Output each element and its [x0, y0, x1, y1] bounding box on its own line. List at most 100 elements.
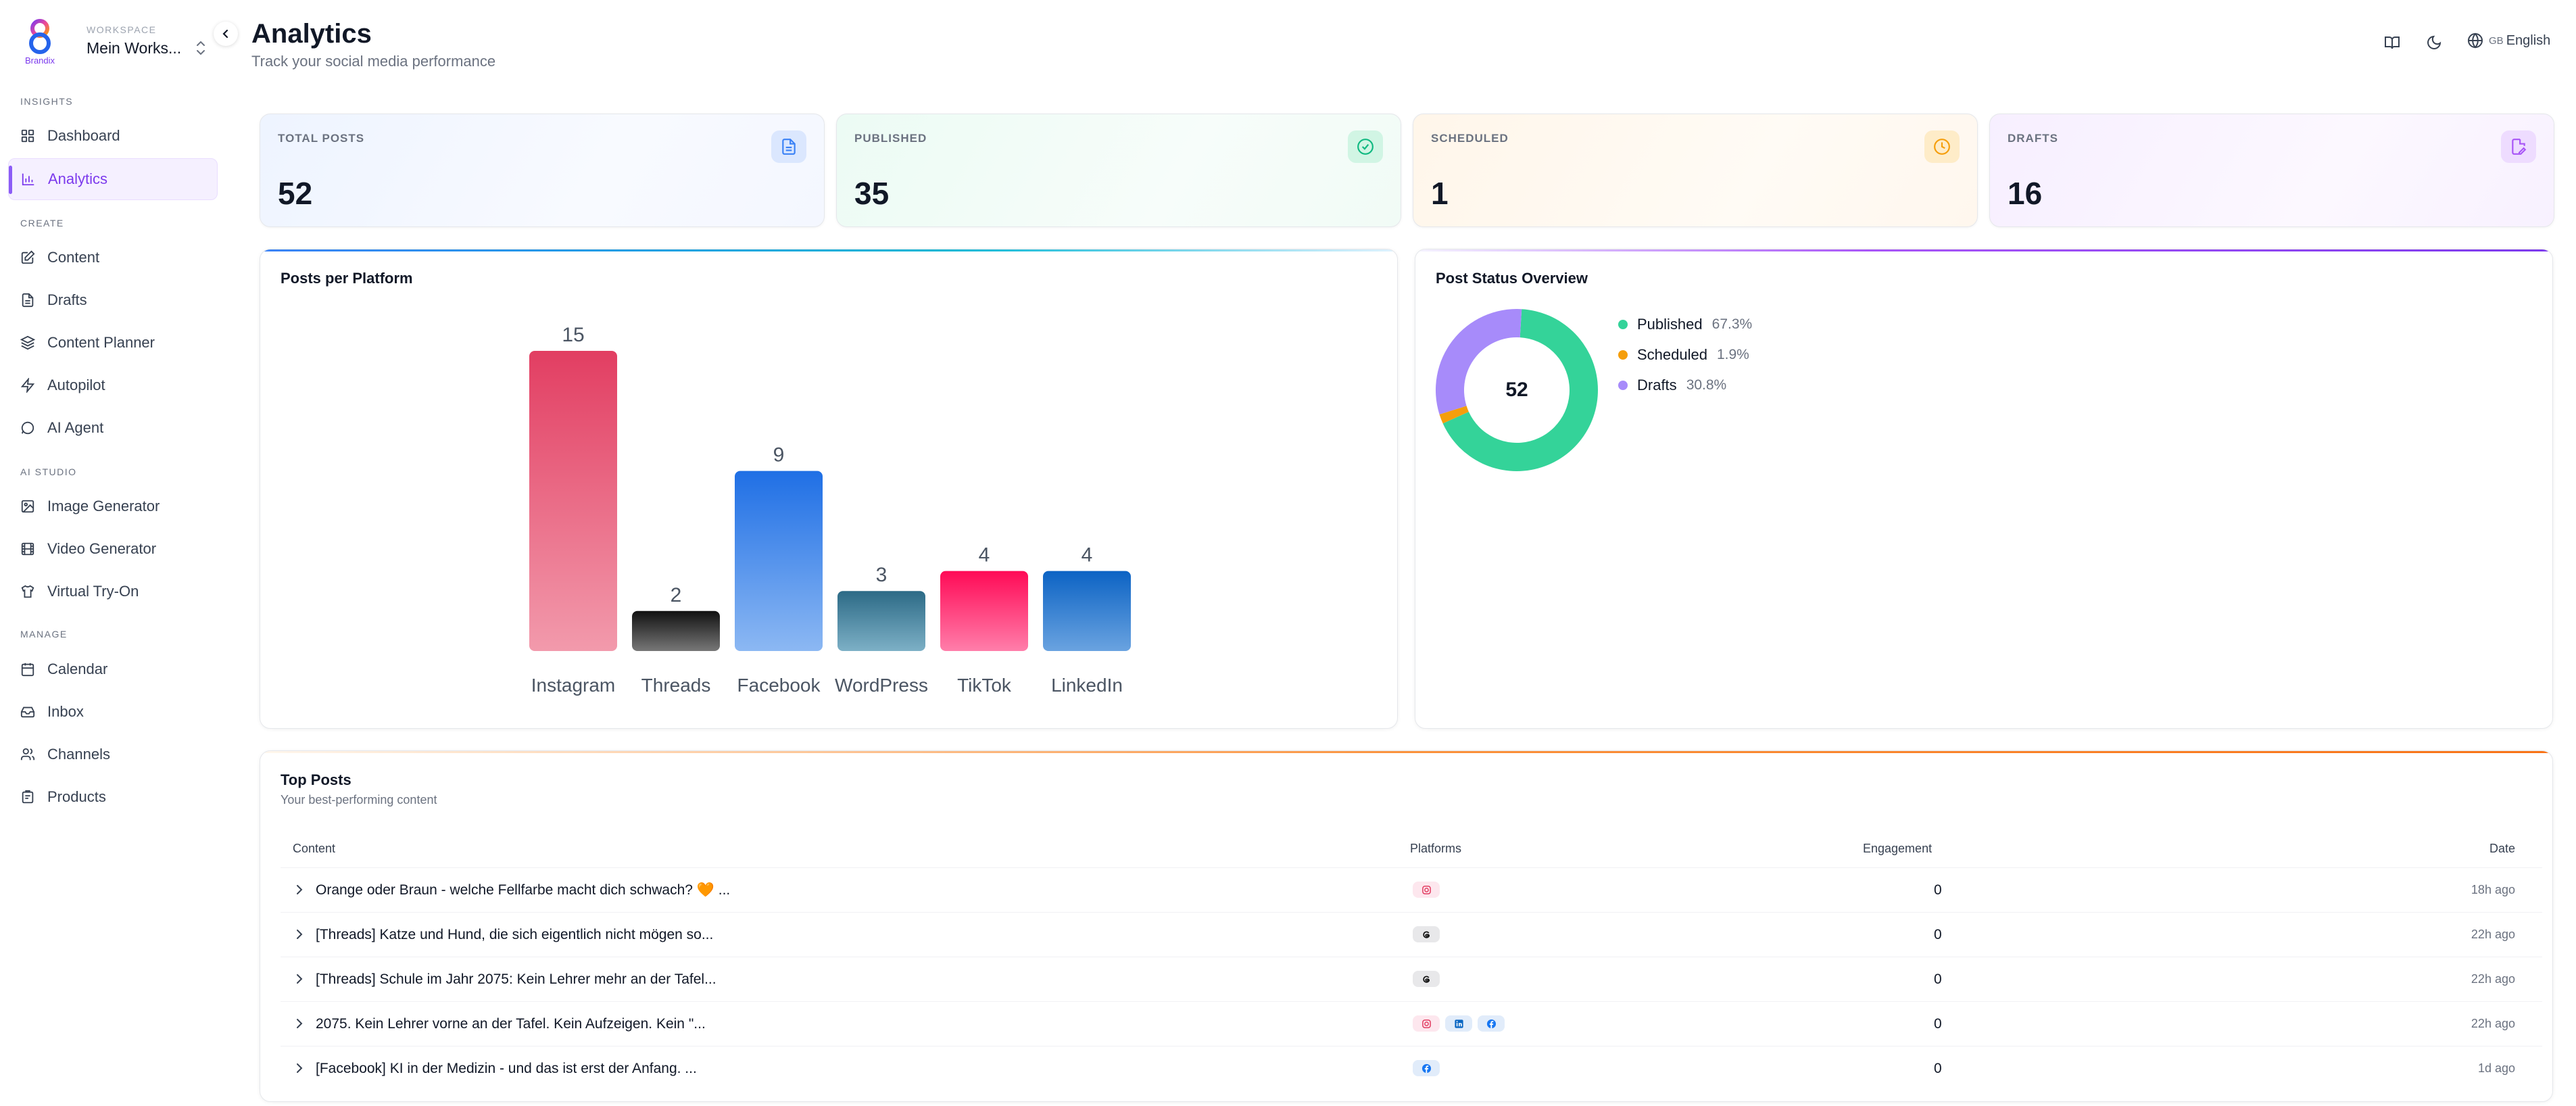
sidebar-item-channels[interactable]: Channels	[8, 734, 218, 775]
stat-card-scheduled: SCHEDULED 1	[1413, 114, 1978, 227]
facebook-icon	[1421, 1063, 1431, 1073]
bar-tiktok[interactable]	[940, 571, 1028, 651]
donut-slice-published[interactable]	[1442, 309, 1598, 471]
donut-slice-drafts[interactable]	[1436, 309, 1522, 414]
stat-value: 35	[854, 176, 890, 211]
sidebar-item-ai-agent[interactable]: AI Agent	[8, 407, 218, 449]
bar-threads[interactable]	[632, 610, 720, 651]
table-header: Content Platforms Engagement Date	[281, 836, 2542, 863]
sidebar-item-inbox[interactable]: Inbox	[8, 691, 218, 733]
table-row[interactable]: 2075. Kein Lehrer vorne an der Tafel. Ke…	[281, 1001, 2542, 1046]
table-row[interactable]: [Threads] Katze und Hund, die sich eigen…	[281, 912, 2542, 957]
legend-swatch	[1618, 319, 1628, 329]
docs-button[interactable]	[2382, 32, 2402, 53]
bar-value-label: 4	[979, 544, 990, 567]
workspace-switcher[interactable]: Brandix WORKSPACE Mein Works...	[19, 18, 215, 66]
bar-instagram[interactable]	[529, 351, 617, 651]
panel-accent-line	[1415, 249, 2552, 251]
sidebar-item-label: Products	[47, 788, 106, 805]
sidebar-item-label: Content	[47, 249, 100, 266]
stat-card-total-posts: TOTAL POSTS 52	[260, 114, 825, 227]
calendar-icon	[21, 663, 34, 677]
package-icon	[22, 790, 34, 804]
legend-swatch	[1618, 380, 1628, 390]
panel-title: Top Posts	[281, 771, 351, 788]
sidebar-item-analytics[interactable]: Analytics	[8, 158, 218, 200]
sidebar-item-label: Channels	[47, 746, 110, 763]
sidebar-item-image-generator[interactable]: Image Generator	[8, 485, 218, 527]
language-selector[interactable]: GB English	[2467, 32, 2550, 49]
collapse-sidebar-button[interactable]	[214, 22, 238, 46]
bar-value-label: 4	[1082, 544, 1093, 567]
column-header-platforms: Platforms	[1410, 842, 1462, 855]
stat-label: TOTAL POSTS	[278, 132, 365, 145]
post-content: [Threads] Katze und Hund, die sich eigen…	[316, 927, 714, 942]
sidebar-item-label: Virtual Try-On	[47, 583, 139, 600]
post-engagement: 0	[1934, 927, 1942, 942]
platform-badge-instagram	[1413, 882, 1440, 898]
sidebar-item-label: Analytics	[48, 170, 108, 187]
chevron-right-icon[interactable]	[293, 928, 306, 941]
platform-badge-linkedin	[1445, 1015, 1472, 1032]
sidebar-item-label: Image Generator	[47, 498, 160, 514]
bar-facebook[interactable]	[735, 471, 823, 651]
panel-title: Post Status Overview	[1436, 270, 1588, 287]
file-icon	[22, 293, 34, 308]
table-row[interactable]: [Facebook] KI in der Medizin - und das i…	[281, 1046, 2542, 1090]
column-header-date: Date	[2489, 842, 2515, 855]
category-label: Threads	[641, 675, 711, 696]
page-subtitle: Track your social media performance	[251, 53, 496, 70]
sidebar-item-virtual-try-on[interactable]: Virtual Try-On	[8, 571, 218, 612]
table-row[interactable]: [Threads] Schule im Jahr 2075: Kein Lehr…	[281, 957, 2542, 1001]
edit-icon	[21, 250, 35, 264]
legend-item-drafts: Drafts 30.8%	[1618, 370, 1752, 400]
donut-slice-scheduled[interactable]	[1439, 406, 1469, 424]
sidebar-item-content-planner[interactable]: Content Planner	[8, 322, 218, 364]
post-date: 22h ago	[2471, 1017, 2515, 1030]
chevron-right-icon[interactable]	[293, 972, 306, 986]
sidebar-item-content[interactable]: Content	[8, 237, 218, 279]
panel-title: Posts per Platform	[281, 270, 413, 287]
sidebar: Brandix WORKSPACE Mein Works... INSIGHTS…	[0, 0, 238, 1106]
language-code: GB	[2489, 34, 2504, 47]
post-content: Orange oder Braun - welche Fellfarbe mac…	[316, 882, 731, 898]
nav-section-manage: MANAGE	[20, 629, 68, 640]
chevron-right-icon[interactable]	[293, 1061, 306, 1075]
donut-legend: Published 67.3% Scheduled 1.9% Drafts 30…	[1618, 309, 1752, 400]
sidebar-item-dashboard[interactable]: Dashboard	[8, 115, 218, 157]
sidebar-item-video-generator[interactable]: Video Generator	[8, 528, 218, 570]
legend-label: Scheduled	[1637, 345, 1707, 363]
sidebar-item-autopilot[interactable]: Autopilot	[8, 364, 218, 406]
stat-value: 16	[2008, 176, 2043, 211]
chevron-right-icon[interactable]	[293, 883, 306, 896]
chevron-left-icon	[222, 29, 228, 39]
post-content: 2075. Kein Lehrer vorne an der Tafel. Ke…	[316, 1016, 706, 1032]
stat-label: PUBLISHED	[854, 132, 927, 145]
theme-toggle-button[interactable]	[2424, 32, 2444, 53]
sidebar-item-label: Inbox	[47, 703, 84, 720]
sidebar-item-label: Video Generator	[47, 540, 157, 557]
table-row[interactable]: Orange oder Braun - welche Fellfarbe mac…	[281, 867, 2542, 912]
sidebar-item-label: Dashboard	[47, 127, 120, 144]
bar-value-label: 9	[773, 444, 785, 466]
category-label: Facebook	[737, 675, 821, 696]
post-date: 22h ago	[2471, 928, 2515, 941]
shirt-icon	[21, 585, 34, 598]
bar-chart: 15 Instagram 2 Threads 9 Facebook 3 WordPress 4 T…	[529, 324, 1131, 696]
legend-swatch	[1618, 350, 1628, 360]
sidebar-item-calendar[interactable]: Calendar	[8, 648, 218, 690]
bar-wordpress[interactable]	[837, 591, 925, 651]
category-label: LinkedIn	[1051, 675, 1123, 696]
sidebar-item-drafts[interactable]: Drafts	[8, 279, 218, 321]
legend-percent: 30.8%	[1686, 377, 1727, 393]
instagram-icon	[1421, 1019, 1431, 1028]
bar-value-label: 3	[876, 564, 888, 586]
stat-label: SCHEDULED	[1431, 132, 1509, 145]
bar-linkedin[interactable]	[1043, 571, 1131, 651]
workspace-label: WORKSPACE	[87, 24, 157, 35]
sidebar-item-label: AI Agent	[47, 419, 104, 436]
sidebar-item-products[interactable]: Products	[8, 776, 218, 818]
chevron-right-icon[interactable]	[293, 1017, 306, 1030]
globe-icon	[2468, 32, 2483, 49]
inbox-icon	[20, 706, 35, 718]
